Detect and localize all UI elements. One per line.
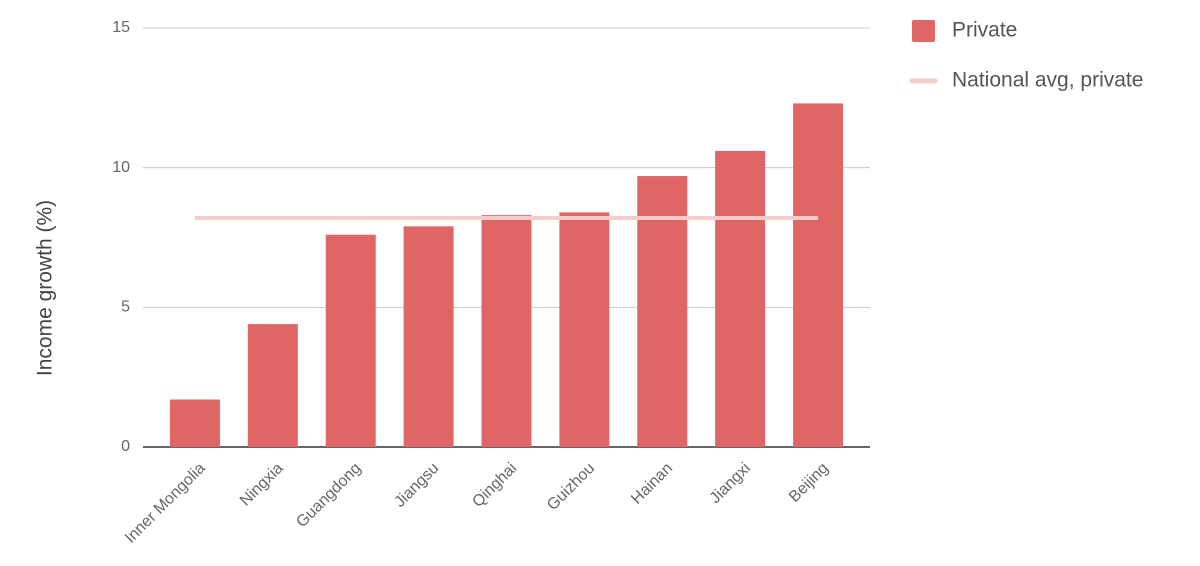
x-tick-label: Jiangxi (707, 460, 754, 507)
x-tick-label: Beijing (786, 460, 832, 506)
bar (637, 176, 688, 447)
bar (793, 103, 844, 448)
x-tick-label: Qinghai (469, 460, 520, 511)
bar (169, 399, 220, 447)
bar (715, 150, 766, 447)
x-tick-label: Jiangsu (391, 460, 442, 511)
legend-label: Private (952, 19, 1017, 42)
bar (403, 226, 454, 447)
bar (247, 324, 298, 447)
legend-swatch (912, 20, 935, 42)
legend-label: National avg, private (952, 69, 1143, 92)
y-tick-label: 0 (121, 438, 130, 455)
y-tick-label: 10 (112, 159, 130, 176)
x-tick-label: Inner Mongolia (122, 460, 209, 547)
x-tick-label: Ningxia (237, 460, 287, 510)
y-tick-label: 5 (121, 299, 130, 316)
bar (481, 215, 532, 447)
y-axis-title: Income growth (%) (34, 200, 57, 376)
x-tick-label: Hainan (628, 460, 676, 508)
x-tick-label: Guangdong (293, 460, 364, 531)
bar (559, 212, 610, 447)
x-tick-label: Guizhou (544, 460, 598, 514)
y-tick-label: 15 (112, 19, 130, 36)
bar (325, 234, 376, 447)
